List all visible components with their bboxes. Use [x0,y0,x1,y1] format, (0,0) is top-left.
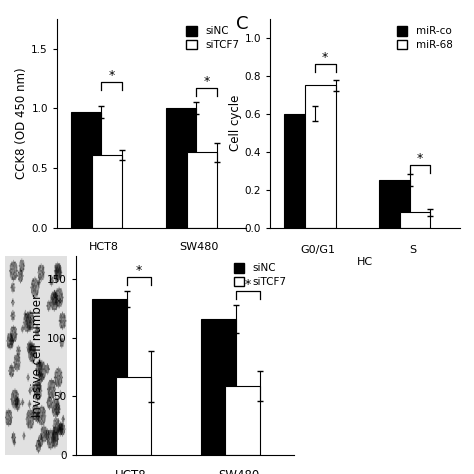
Y-axis label: Cell cycle: Cell cycle [229,95,242,151]
Bar [92,299,127,455]
Bar [305,85,336,228]
Text: *: * [109,69,115,82]
Text: *: * [417,152,423,165]
Text: S: S [409,245,416,255]
Legend: siNC, siTCF7: siNC, siTCF7 [232,261,289,289]
Text: *: * [322,52,328,64]
Text: SW480: SW480 [179,242,219,252]
Bar [201,319,236,455]
Y-axis label: CCK8 (OD 450 nm): CCK8 (OD 450 nm) [16,67,28,179]
Text: *: * [136,264,142,277]
Bar [400,212,430,228]
Bar [284,114,315,228]
Text: HCT8: HCT8 [115,469,146,474]
Bar [379,180,410,228]
Text: HC: HC [357,257,373,267]
Bar [71,112,101,228]
Bar [166,109,196,228]
Text: SW480: SW480 [219,469,260,474]
Text: C: C [236,15,248,33]
Text: G0/G1: G0/G1 [300,245,335,255]
Y-axis label: Invasive cell number: Invasive cell number [31,294,44,417]
Text: *: * [245,278,251,291]
Legend: miR-co, miR-68: miR-co, miR-68 [395,24,455,52]
Text: *: * [203,75,210,88]
Legend: siNC, siTCF7: siNC, siTCF7 [184,24,241,52]
Bar [225,386,260,455]
Text: HCT8: HCT8 [89,242,119,252]
Bar [187,153,217,228]
Bar [92,155,122,228]
Bar [116,376,151,455]
